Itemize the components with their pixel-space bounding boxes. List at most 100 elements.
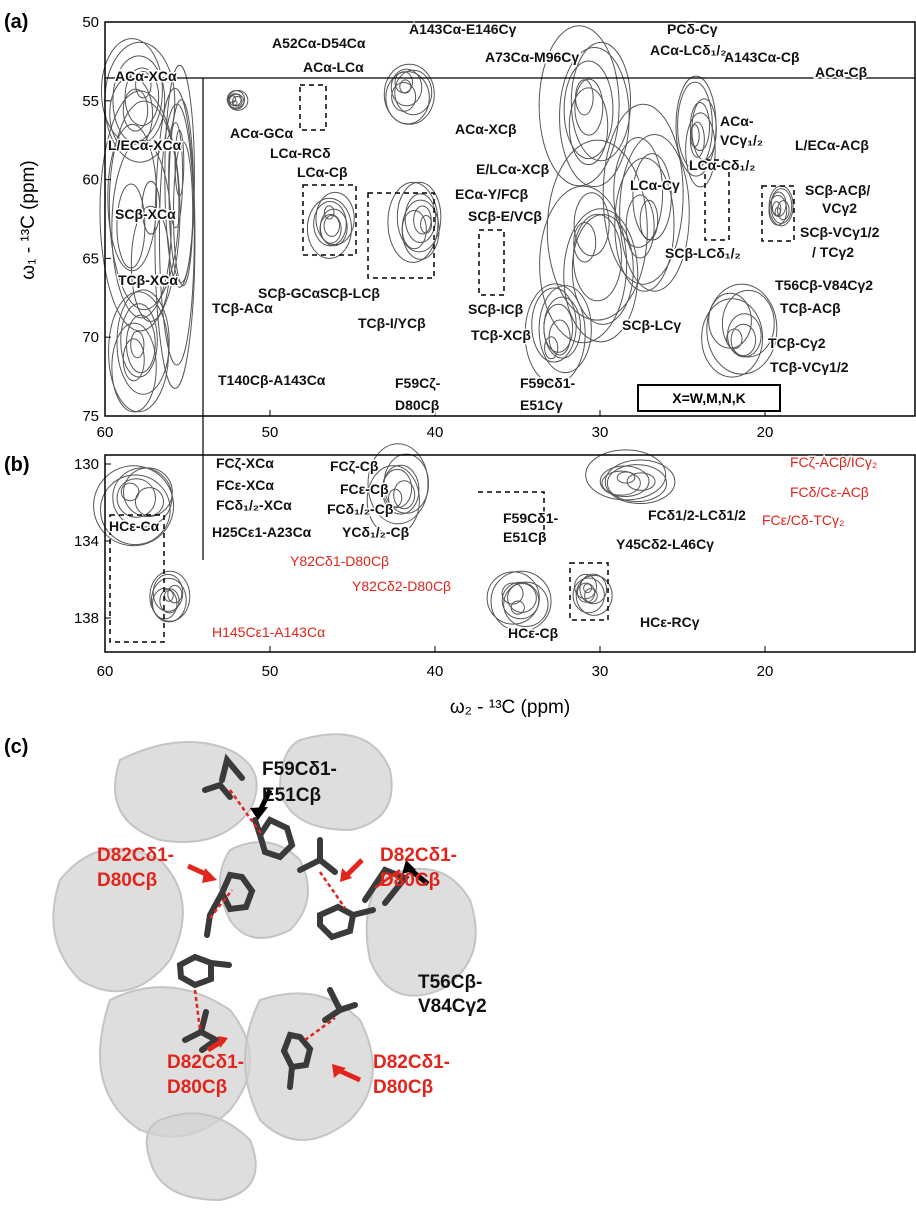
y-axis-label: ω₁ - ¹³C (ppm)	[18, 160, 39, 279]
contour	[400, 80, 411, 93]
annotation: / TCγ2	[812, 244, 854, 260]
annotation: F59Cδ1-	[520, 375, 576, 391]
y-tick-label: 130	[74, 456, 99, 473]
x-tick-label: 50	[262, 424, 279, 441]
y-tick-label: 60	[82, 172, 99, 189]
contour	[540, 186, 627, 343]
annotation: FCε-Cβ	[340, 481, 389, 497]
contour	[576, 80, 594, 115]
y-tick-label: 50	[82, 14, 99, 31]
annotation: LCα-RCδ	[270, 145, 331, 161]
y-tick-label: 70	[82, 329, 99, 346]
contour	[487, 572, 539, 624]
annotation: D80Cβ	[167, 1077, 227, 1098]
annotation: F59Cδ1-	[262, 759, 337, 780]
y-tick-label: 75	[82, 408, 99, 425]
x-tick-label: 50	[262, 663, 279, 680]
annotation: D82Cδ1-	[97, 845, 174, 866]
annotation: SCβ-LCγ	[622, 317, 681, 333]
contour	[491, 571, 551, 631]
annotation: HCε-Cα	[109, 518, 160, 534]
contour	[620, 135, 690, 292]
annotation: H145Cε1-A143Cα	[212, 624, 325, 640]
x-tick-label: 40	[427, 663, 444, 680]
x-tick-label: 20	[757, 424, 774, 441]
contour	[571, 42, 630, 160]
x-tick-label: 30	[592, 424, 609, 441]
annotation: D80Cβ	[97, 870, 157, 891]
annotation: A73Cα-M96Cγ	[485, 49, 579, 65]
x-tick-label: 20	[757, 663, 774, 680]
annotation: LCα-Cδ₁/₂	[689, 157, 755, 173]
annotation: HCε-Cβ	[508, 625, 559, 641]
annotation: A143Cα-Cβ	[724, 49, 800, 65]
annotation: ACα-LCα	[303, 59, 364, 75]
annotation: TCβ-VCγ1/2	[770, 359, 849, 375]
contour	[572, 215, 633, 325]
annotation: SCβ-ICβ	[468, 301, 524, 317]
annotation: E51Cγ	[520, 397, 563, 413]
contour	[395, 70, 432, 114]
annotation: TCβ-ACβ	[780, 300, 841, 316]
annotation: D80Cβ	[395, 397, 440, 413]
annotation: T56Cβ-	[418, 972, 482, 993]
annotation: ECα-Y/FCβ	[455, 186, 529, 202]
annotation: L/ECα-ACβ	[795, 137, 869, 153]
annotation: A52Cα-D54Cα	[272, 35, 366, 51]
panel-label: (c)	[4, 736, 28, 758]
annotation: D80Cβ	[373, 1077, 433, 1098]
contour	[544, 297, 581, 358]
contour	[101, 39, 162, 143]
annotation: SCβ-GCα	[258, 285, 321, 301]
annotation: SCβ-LCδ₁/₂	[665, 245, 741, 261]
annotation: TCβ-XCα	[118, 272, 178, 288]
annotation: SCβ-E/VCβ	[468, 208, 542, 224]
contour	[617, 472, 635, 483]
annotation: T140Cβ-A143Cα	[218, 372, 326, 388]
annotation: Y82Cδ2-D80Cβ	[352, 578, 451, 594]
annotation: ACα-	[720, 113, 754, 129]
annotation: FCζ-XCα	[216, 455, 274, 471]
annotation: E51Cβ	[503, 529, 547, 545]
annotation: H25Cε1-A23Cα	[212, 524, 312, 540]
contour	[117, 290, 169, 394]
annotation: FCζ-Cβ	[330, 458, 379, 474]
y-tick-label: 138	[74, 610, 99, 627]
x-tick-label: 40	[427, 424, 444, 441]
annotation: T56Cβ-V84Cγ2	[775, 277, 873, 293]
annotation: TCβ-I/YCβ	[358, 315, 426, 331]
contour	[174, 142, 193, 286]
annotation: SCβ-XCα	[115, 206, 176, 222]
annotation: LCα-Cβ	[297, 164, 348, 180]
annotation: PCδ-Cγ	[667, 21, 718, 37]
contour	[131, 331, 144, 357]
contour	[123, 339, 144, 381]
annotation: F59Cζ-	[395, 375, 441, 391]
panel-label: (a)	[4, 11, 28, 33]
x-tick-label: 60	[97, 424, 114, 441]
annotation: ACα-GCα	[230, 125, 293, 141]
contour	[229, 94, 241, 106]
annotation: E51Cβ	[262, 785, 321, 806]
annotation: TCβ-Cγ2	[768, 335, 826, 351]
annotation: FCδ1/2-LCδ1/2	[648, 507, 746, 523]
annotation: FCζ-ACβ/ICγ₂	[790, 454, 877, 470]
annotation: ACα-XCα	[115, 68, 177, 84]
annotation: VCγ₁/₂	[720, 132, 763, 148]
annotation: FCδ₁/₂-XCα	[216, 497, 292, 513]
contour	[155, 88, 195, 388]
annotation: HCε-RCγ	[640, 614, 700, 630]
annotation: A143Cα-E146Cγ	[409, 21, 517, 37]
contour	[702, 299, 763, 377]
annotation: D82Cδ1-	[380, 845, 457, 866]
annotation: SCβ-ACβ/	[805, 182, 870, 198]
contour	[727, 329, 742, 349]
contour	[633, 154, 671, 240]
y-tick-label: 65	[82, 250, 99, 267]
contour	[709, 293, 752, 348]
panel-label: (b)	[4, 454, 30, 476]
annotation: ACα-LCδ₁/₂	[650, 42, 727, 58]
contour	[728, 314, 762, 357]
annotation: TCβ-ACα	[212, 300, 273, 316]
contour	[640, 200, 658, 240]
